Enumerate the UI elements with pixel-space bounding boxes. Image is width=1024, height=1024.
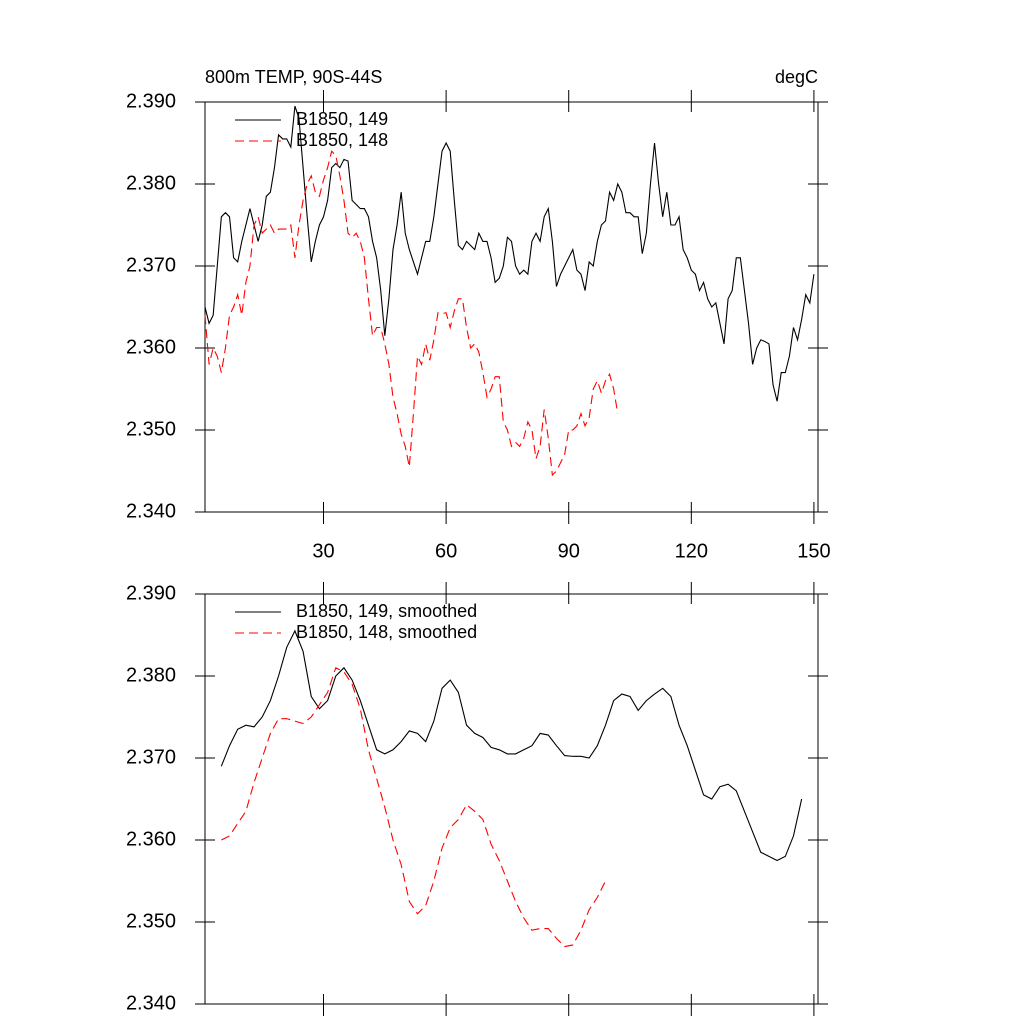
x-tick-label: 150 bbox=[797, 540, 830, 562]
plot-frame bbox=[204, 101, 819, 513]
units-label: degC bbox=[775, 67, 818, 87]
y-tick-label: 2.390 bbox=[126, 582, 176, 604]
x-tick-label: 30 bbox=[312, 540, 334, 562]
plot-frame bbox=[204, 593, 819, 1005]
series-line bbox=[221, 667, 606, 948]
legend-label: B1850, 149 bbox=[296, 109, 388, 129]
y-tick-label: 2.380 bbox=[126, 664, 176, 686]
x-tick-label: 120 bbox=[675, 540, 708, 562]
y-tick-label: 2.340 bbox=[126, 992, 176, 1014]
y-tick-label: 2.360 bbox=[126, 336, 176, 358]
y-tick-label: 2.380 bbox=[126, 172, 176, 194]
chart-title: 800m TEMP, 90S-44S bbox=[205, 67, 382, 87]
series-line bbox=[204, 105, 815, 402]
x-tick-label: 90 bbox=[558, 540, 580, 562]
y-tick-label: 2.370 bbox=[126, 254, 176, 276]
x-tick-label: 60 bbox=[435, 540, 457, 562]
series-line bbox=[204, 150, 619, 477]
legend-label: B1850, 148, smoothed bbox=[296, 622, 477, 642]
legend-label: B1850, 148 bbox=[296, 130, 388, 150]
y-tick-label: 2.350 bbox=[126, 910, 176, 932]
y-tick-label: 2.350 bbox=[126, 418, 176, 440]
y-tick-label: 2.340 bbox=[126, 500, 176, 522]
y-tick-label: 2.390 bbox=[126, 90, 176, 112]
legend-label: B1850, 149, smoothed bbox=[296, 601, 477, 621]
y-tick-label: 2.360 bbox=[126, 828, 176, 850]
y-tick-label: 2.370 bbox=[126, 746, 176, 768]
series-line bbox=[220, 629, 803, 862]
